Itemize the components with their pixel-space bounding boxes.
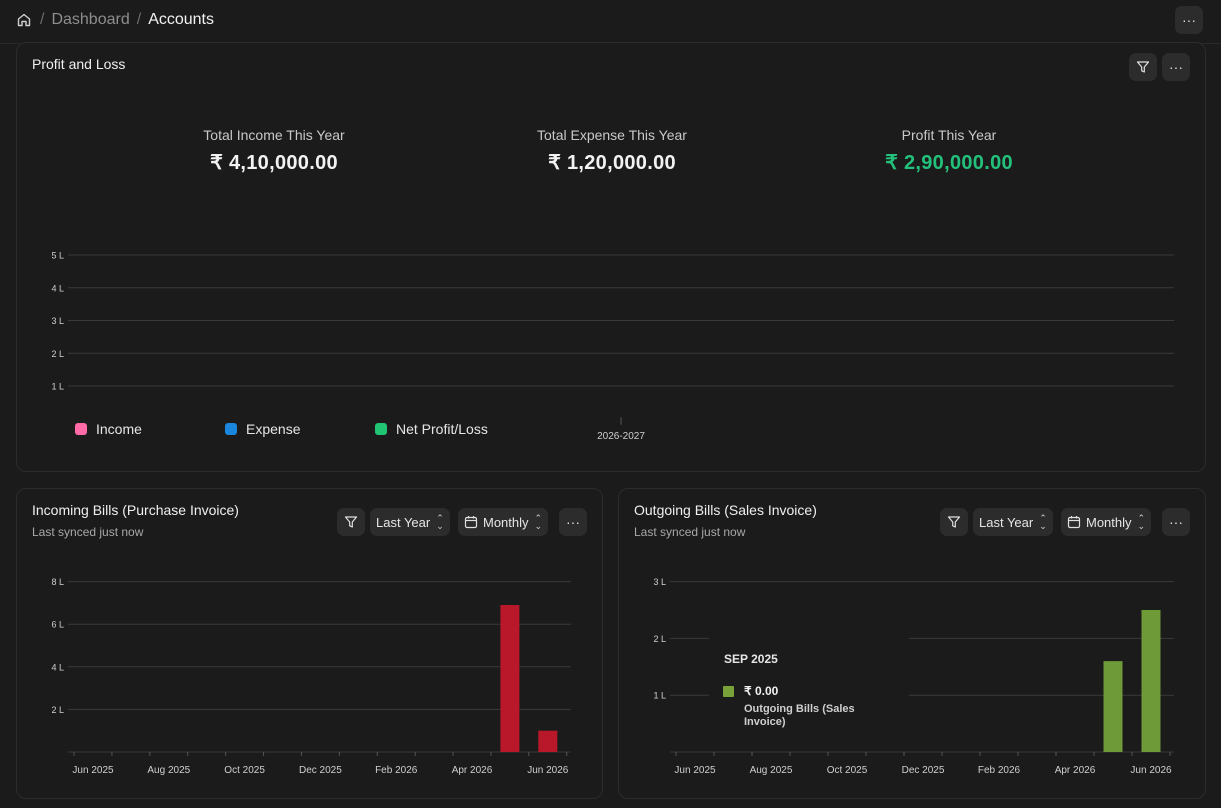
legend-item-income[interactable]: Income <box>75 421 142 437</box>
incoming-bills-card: Incoming Bills (Purchase Invoice) Last s… <box>16 488 603 799</box>
stat-total-expense: Total Expense This Year ₹ 1,20,000.00 <box>492 127 732 175</box>
tooltip-value: ₹ 0.00 <box>744 684 778 698</box>
interval-label: Monthly <box>483 515 529 530</box>
outgoing-bills-card: Outgoing Bills (Sales Invoice) Last sync… <box>618 488 1206 799</box>
legend-swatch <box>225 423 237 435</box>
stat-label: Total Expense This Year <box>492 127 732 143</box>
legend-label: Net Profit/Loss <box>396 421 488 437</box>
legend-label: Income <box>96 421 142 437</box>
more-icon: ··· <box>566 514 580 530</box>
more-icon: ··· <box>1182 12 1196 28</box>
filter-button[interactable] <box>1129 53 1157 81</box>
filter-icon <box>344 515 358 529</box>
chevron-updown-icon: ⌃ ⌄ <box>1039 514 1047 530</box>
calendar-icon <box>1067 515 1081 529</box>
card-title: Incoming Bills (Purchase Invoice) <box>32 502 239 518</box>
tooltip-title: SEP 2025 <box>724 652 778 666</box>
more-icon: ··· <box>1169 59 1183 75</box>
legend-item-net-profit[interactable]: Net Profit/Loss <box>375 421 488 437</box>
card-more-button[interactable]: ··· <box>1162 53 1190 81</box>
legend-swatch <box>375 423 387 435</box>
period-select[interactable]: Last Year ⌃ ⌄ <box>973 508 1053 536</box>
chevron-updown-icon: ⌃ ⌄ <box>1138 514 1146 530</box>
stat-label: Total Income This Year <box>154 127 394 143</box>
period-label: Last Year <box>376 515 430 530</box>
stat-value: ₹ 2,90,000.00 <box>829 150 1069 175</box>
page-more-button[interactable]: ··· <box>1175 6 1203 34</box>
stat-label: Profit This Year <box>829 127 1069 143</box>
breadcrumb-current: Accounts <box>148 11 214 29</box>
stat-total-income: Total Income This Year ₹ 4,10,000.00 <box>154 127 394 175</box>
interval-label: Monthly <box>1086 515 1132 530</box>
legend-item-expense[interactable]: Expense <box>225 421 300 437</box>
filter-button[interactable] <box>940 508 968 536</box>
filter-icon <box>1136 60 1150 74</box>
card-title: Outgoing Bills (Sales Invoice) <box>634 502 817 518</box>
card-more-button[interactable]: ··· <box>559 508 587 536</box>
breadcrumb: / Dashboard / Accounts <box>16 9 214 31</box>
sync-status: Last synced just now <box>634 525 745 539</box>
card-more-button[interactable]: ··· <box>1162 508 1190 536</box>
profit-loss-card: Profit and Loss ··· Total Income This Ye… <box>16 42 1206 472</box>
tooltip-swatch <box>723 686 734 697</box>
more-icon: ··· <box>1169 514 1183 530</box>
stat-value: ₹ 1,20,000.00 <box>492 150 732 175</box>
period-select[interactable]: Last Year ⌃ ⌄ <box>370 508 450 536</box>
breadcrumb-separator: / <box>137 11 141 29</box>
interval-select[interactable]: Monthly ⌃ ⌄ <box>458 508 548 536</box>
breadcrumb-dashboard[interactable]: Dashboard <box>51 11 129 29</box>
stat-value: ₹ 4,10,000.00 <box>154 150 394 175</box>
legend-label: Expense <box>246 421 300 437</box>
calendar-icon <box>464 515 478 529</box>
home-icon[interactable] <box>16 12 32 28</box>
sync-status: Last synced just now <box>32 525 143 539</box>
card-title: Profit and Loss <box>32 56 125 72</box>
stat-profit: Profit This Year ₹ 2,90,000.00 <box>829 127 1069 175</box>
period-label: Last Year <box>979 515 1033 530</box>
chevron-updown-icon: ⌃ ⌄ <box>535 514 543 530</box>
legend-swatch <box>75 423 87 435</box>
chart-tooltip: SEP 2025 ₹ 0.00 Outgoing Bills (Sales In… <box>709 636 909 736</box>
breadcrumb-separator: / <box>40 11 44 29</box>
filter-icon <box>947 515 961 529</box>
filter-button[interactable] <box>337 508 365 536</box>
tooltip-series: Outgoing Bills (Sales Invoice) <box>744 703 874 729</box>
interval-select[interactable]: Monthly ⌃ ⌄ <box>1061 508 1151 536</box>
top-bar: / Dashboard / Accounts ··· <box>0 0 1221 44</box>
chevron-updown-icon: ⌃ ⌄ <box>436 514 444 530</box>
